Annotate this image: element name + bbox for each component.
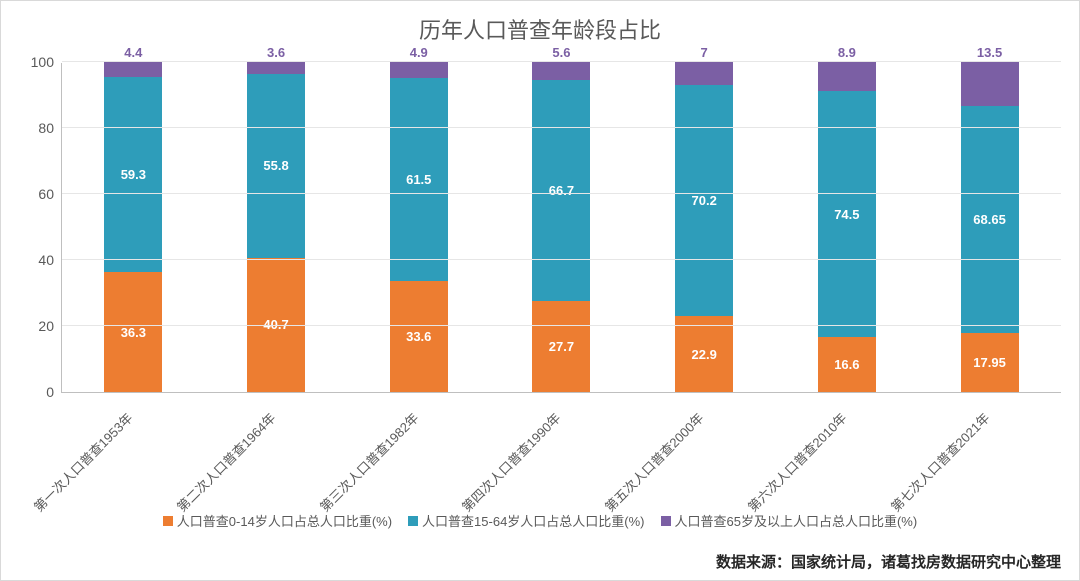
- bar-segment: 22.9: [675, 316, 733, 392]
- bar-value-label: 59.3: [121, 167, 146, 182]
- bar-segment: 13.5: [961, 62, 1019, 107]
- bar-segment: 59.3: [104, 77, 162, 273]
- x-axis-label: 第四次人口普查1990年: [457, 408, 629, 580]
- bar-segment: 16.6: [818, 337, 876, 392]
- legend-swatch: [661, 516, 671, 526]
- chart-title: 历年人口普查年龄段占比: [1, 1, 1079, 51]
- bar-segment: 36.3: [104, 272, 162, 392]
- x-axis-labels: 第一次人口普查1953年第二次人口普查1964年第三次人口普查1982年第四次人…: [61, 393, 1061, 503]
- legend-item: 人口普查65岁及以上人口占总人口比重(%): [661, 511, 918, 530]
- bar-value-label: 13.5: [977, 45, 1002, 60]
- bar-segment: 55.8: [247, 74, 305, 258]
- grid-line: [62, 193, 1061, 194]
- bar-value-label: 3.6: [267, 45, 285, 60]
- bar-stack: 27.7 66.7 5.6: [532, 62, 590, 392]
- bar-value-label: 27.7: [549, 339, 574, 354]
- y-tick: 20: [38, 318, 62, 334]
- bar-value-label: 74.5: [834, 207, 859, 222]
- bar-segment: 66.7: [532, 80, 590, 300]
- y-tick: 100: [31, 54, 62, 70]
- grid-line: [62, 259, 1061, 260]
- bar-segment: 4.4: [104, 62, 162, 77]
- legend-label: 人口普查65岁及以上人口占总人口比重(%): [675, 511, 918, 530]
- bar-segment: 17.95: [961, 333, 1019, 392]
- bar-value-label: 55.8: [263, 158, 288, 173]
- bar-value-label: 5.6: [552, 45, 570, 60]
- y-tick: 0: [46, 384, 62, 400]
- bar-stack: 22.9 70.2 7: [675, 62, 733, 392]
- bar-value-label: 66.7: [549, 183, 574, 198]
- bar-segment: 5.6: [532, 62, 590, 80]
- x-axis-label: 第三次人口普查1982年: [315, 408, 487, 580]
- bar-segment: 33.6: [390, 281, 448, 392]
- bar-value-label: 22.9: [692, 347, 717, 362]
- bar-stack: 17.95 68.65 13.5: [961, 62, 1019, 392]
- legend-swatch: [408, 516, 418, 526]
- legend-label: 人口普查0-14岁人口占总人口比重(%): [177, 511, 392, 530]
- bar-value-label: 61.5: [406, 172, 431, 187]
- bar-segment: 27.7: [532, 301, 590, 392]
- bar-stack: 33.6 61.5 4.9: [390, 62, 448, 392]
- bar-value-label: 68.65: [973, 212, 1006, 227]
- x-axis-label: 第一次人口普查1953年: [29, 408, 201, 580]
- bar-value-label: 70.2: [692, 193, 717, 208]
- bar-value-label: 7: [701, 45, 708, 60]
- bar-segment: 4.9: [390, 62, 448, 78]
- data-source: 数据来源：国家统计局，诸葛找房数据研究中心整理: [716, 551, 1061, 572]
- bar-stack: 40.755.83.6: [247, 62, 305, 392]
- y-tick: 60: [38, 186, 62, 202]
- x-axis-label: 第二次人口普查1964年: [172, 408, 344, 580]
- grid-line: [62, 127, 1061, 128]
- bars-row: 36.359.34.440.755.83.633.661.54.927.766.…: [62, 63, 1061, 392]
- legend-item: 人口普查15-64岁人口占总人口比重(%): [408, 511, 644, 530]
- bar-segment: 3.6: [247, 62, 305, 74]
- y-tick: 80: [38, 120, 62, 136]
- bar-value-label: 17.95: [973, 355, 1006, 370]
- bar-segment: 8.9: [818, 62, 876, 91]
- bar-value-label: 16.6: [834, 357, 859, 372]
- bar-segment: 7: [675, 62, 733, 85]
- bar-stack: 16.6 74.5 8.9: [818, 62, 876, 392]
- y-tick: 40: [38, 252, 62, 268]
- bar-segment: 61.5: [390, 78, 448, 281]
- bar-value-label: 36.3: [121, 325, 146, 340]
- legend-item: 人口普查0-14岁人口占总人口比重(%): [163, 511, 392, 530]
- bar-value-label: 4.9: [410, 45, 428, 60]
- legend-label: 人口普查15-64岁人口占总人口比重(%): [422, 511, 644, 530]
- bar-segment: 68.65: [961, 106, 1019, 333]
- legend: 人口普查0-14岁人口占总人口比重(%) 人口普查15-64岁人口占总人口比重(%…: [1, 511, 1079, 530]
- grid-line: [62, 61, 1061, 62]
- bar-stack: 36.3 59.3 4.4: [104, 62, 162, 392]
- bar-value-label: 8.9: [838, 45, 856, 60]
- plot-area: 36.359.34.440.755.83.633.661.54.927.766.…: [61, 63, 1061, 393]
- bar-segment: 70.2: [675, 85, 733, 317]
- bar-segment: 74.5: [818, 91, 876, 337]
- legend-swatch: [163, 516, 173, 526]
- grid-line: [62, 325, 1061, 326]
- bar-value-label: 4.4: [124, 45, 142, 60]
- bar-value-label: 33.6: [406, 329, 431, 344]
- chart-container: 历年人口普查年龄段占比 36.359.34.440.755.83.633.661…: [0, 0, 1080, 581]
